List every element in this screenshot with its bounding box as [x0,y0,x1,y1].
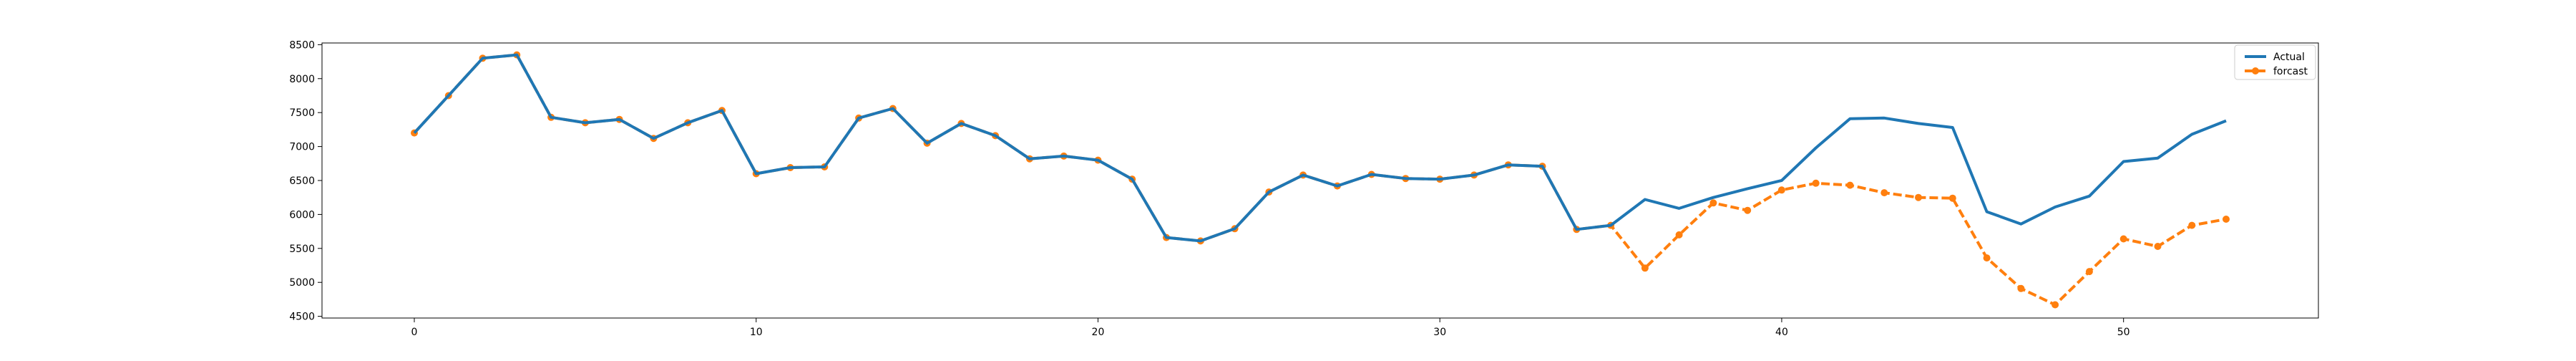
data-point-forcast [1915,193,1922,201]
axes: 0 10 20 30 40 50 4500 5000 5500 6000 6500 7000 7500 8… [289,39,2319,338]
x-tick-label: 50 [2117,327,2130,338]
y-tick-label: 6000 [289,209,315,221]
data-point-forcast [1948,194,1956,202]
data-point-forcast [1709,199,1717,207]
y-tick-label: 8500 [289,39,315,51]
x-tick-label: 40 [1775,327,1788,338]
data-point-forcast [1641,264,1649,272]
y-tick-label: 4500 [289,312,315,323]
y-tick-label: 7000 [289,142,315,153]
x-tick-label: 0 [411,327,418,338]
series-group [411,51,2230,309]
x-tick-label: 30 [1433,327,1446,338]
data-point-forcast [2223,216,2230,223]
data-point-forcast [1812,179,1820,187]
x-tick-label: 10 [750,327,763,338]
data-point-forcast [2119,235,2127,243]
data-point-forcast [1880,189,1888,197]
y-tick-label: 7500 [289,107,315,119]
data-point-forcast [2051,301,2059,309]
y-tick-label: 5500 [289,244,315,255]
series-line-actual [413,53,2227,243]
data-point-forcast [1846,181,1854,189]
y-tick-label: 6500 [289,175,315,187]
x-tick-label: 20 [1092,327,1105,338]
legend-marker-forcast [2252,67,2259,74]
data-point-forcast [2017,284,2025,292]
legend-label-actual: Actual [2273,52,2305,63]
y-tick-label: 5000 [289,277,315,289]
data-point-forcast [1983,254,1991,262]
data-point-forcast [2085,268,2093,276]
data-point-forcast [1675,231,1683,239]
data-point-forcast [1744,206,1752,214]
legend-label-forcast: forcast [2273,66,2308,77]
data-point-forcast [2188,221,2196,229]
legend: Actual forcast [2234,44,2316,80]
data-point-forcast [1777,186,1785,194]
data-point-forcast [2154,243,2162,250]
y-tick-label: 8000 [289,74,315,85]
